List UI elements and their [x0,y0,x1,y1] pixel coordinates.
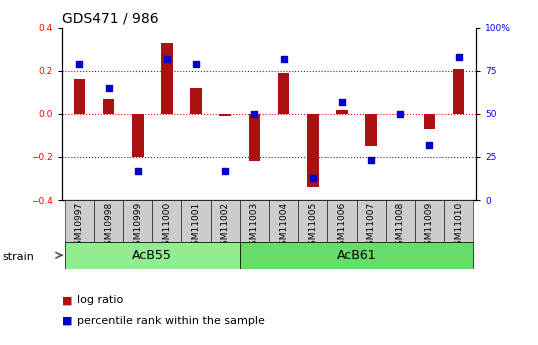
Bar [307,114,318,187]
Bar [123,200,152,242]
Bar [415,200,444,242]
Point [250,111,259,117]
Bar [132,114,144,157]
Point [221,168,230,174]
Point [367,158,376,163]
Text: log ratio: log ratio [77,295,123,305]
Text: GSM11001: GSM11001 [192,202,201,252]
Bar [190,88,202,114]
Bar [444,200,473,242]
Text: GSM11008: GSM11008 [396,202,405,252]
Text: GSM11003: GSM11003 [250,202,259,252]
Point [162,56,171,61]
Text: GDS471 / 986: GDS471 / 986 [62,11,159,25]
Text: GSM10997: GSM10997 [75,202,84,252]
Bar [161,43,173,114]
Text: GSM11007: GSM11007 [366,202,376,252]
Bar [240,241,473,269]
Bar [298,200,327,242]
Text: GSM11000: GSM11000 [162,202,172,252]
Bar [181,200,211,242]
Point [75,61,84,67]
Bar [249,114,260,161]
Bar [65,200,94,242]
Bar [336,110,348,114]
Bar [74,79,85,114]
Text: ■: ■ [62,316,73,326]
Text: GSM11009: GSM11009 [425,202,434,252]
Text: AcB61: AcB61 [337,249,377,262]
Text: GSM11010: GSM11010 [454,202,463,252]
Text: GSM10999: GSM10999 [133,202,142,252]
Bar [103,99,115,114]
Text: GSM10998: GSM10998 [104,202,113,252]
Bar [269,200,298,242]
Text: ■: ■ [62,295,73,305]
Text: GSM11005: GSM11005 [308,202,317,252]
Point [133,168,142,174]
Bar [240,200,269,242]
Bar [327,200,357,242]
Bar [365,114,377,146]
Bar [278,73,289,114]
Bar [386,200,415,242]
Text: GSM11002: GSM11002 [221,202,230,251]
Point [192,61,200,67]
Text: GSM11004: GSM11004 [279,202,288,251]
Point [104,85,113,91]
Bar [220,114,231,116]
Point [279,56,288,61]
Text: percentile rank within the sample: percentile rank within the sample [77,316,265,326]
Point [308,175,317,180]
Point [454,54,463,60]
Bar [423,114,435,129]
Bar [152,200,181,242]
Bar [94,200,123,242]
Text: strain: strain [3,252,34,262]
Point [338,99,346,105]
Bar [211,200,240,242]
Point [396,111,405,117]
Text: GSM11006: GSM11006 [337,202,346,252]
Bar [453,69,464,114]
Text: AcB55: AcB55 [132,249,172,262]
Point [425,142,434,148]
Bar [357,200,386,242]
Bar [65,241,240,269]
